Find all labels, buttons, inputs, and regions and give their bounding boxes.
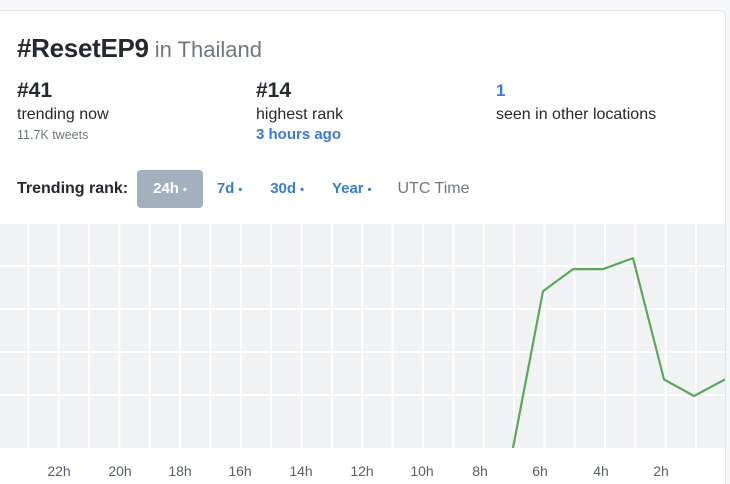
current-rank-value: #41 [17,79,53,102]
timezone-toggle[interactable]: UTC Time [397,180,470,197]
tab-30d-label: 30d [270,180,297,197]
tab-24h[interactable]: 24h • [137,170,203,208]
x-tick-label: 22h [47,463,70,479]
tab-24h-label: 24h [153,180,179,197]
tab-year-label: Year [331,180,364,197]
x-tick-label: 16h [228,463,251,479]
hashtag-title: #ResetEP9 [17,33,149,63]
tab-30d[interactable]: 30d • [256,170,318,208]
tab-year[interactable]: Year • [318,170,386,208]
x-tick-label: 20h [108,463,131,479]
current-rank-label: trending now [17,106,109,123]
x-tick-label: 8h [472,463,488,479]
x-tick-label: 14h [289,463,312,479]
x-tick-label: 4h [593,463,609,479]
x-tick-label: 18h [168,463,191,479]
trend-card: #ResetEP9 in Thailand #41 trending now 11… [0,10,726,484]
tab-7d-dot: • [238,184,243,196]
other-locations-label: seen in other locations [496,106,657,123]
rank-selector-label: Trending rank: [17,180,129,197]
location-label: in Thailand [154,37,262,62]
tab-year-dot: • [367,184,372,196]
rank-series-line [511,257,725,449]
x-tick-label: 10h [410,463,433,479]
rank-period-selector: Trending rank: 24h • 7d • 30d • Year • UTC T… [17,169,470,209]
tab-7d-label: 7d [216,180,235,197]
highest-rank-label: highest rank [256,106,344,123]
page-title: #ResetEP9 in Thailand [17,33,262,64]
stat-highest-rank: #14 highest rank 3 hours ago [256,79,343,144]
tab-24h-dot: • [182,184,187,196]
trend-rank-chart: 22h 20h 18h 16h 14h 12h 10h 8h 6h 4h 2h [0,224,725,479]
x-tick-label: 12h [350,463,373,479]
tab-7d[interactable]: 7d • [203,170,256,208]
stat-other-locations: 1 seen in other locations [496,79,656,125]
x-tick-label: 6h [532,463,548,479]
x-tick-label: 2h [653,463,669,479]
highest-rank-time-link[interactable]: 3 hours ago [256,126,342,143]
tab-30d-dot: • [300,184,304,196]
highest-rank-value: #14 [256,79,292,102]
stat-trending-now: #41 trending now 11.7K tweets [17,79,109,143]
tweet-count: 11.7K tweets [17,128,89,142]
other-locations-count-link[interactable]: 1 [496,81,506,100]
